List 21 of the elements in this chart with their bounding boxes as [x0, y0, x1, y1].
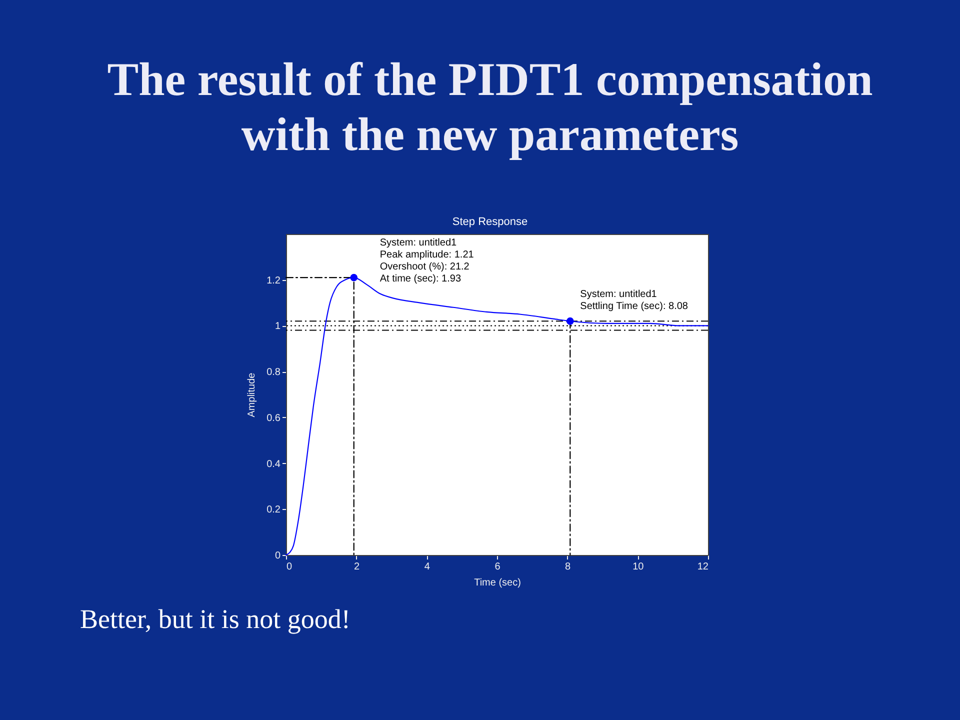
- y-tick-label: 0.4: [266, 458, 281, 470]
- y-tick-label: 0: [274, 550, 281, 562]
- x-axis-title: Time (sec): [474, 578, 521, 588]
- x-tick-label: 10: [632, 562, 644, 572]
- chart-subtitle: Step Response: [452, 216, 528, 228]
- y-tick-label: 0.2: [266, 504, 281, 516]
- x-tick-label: 2: [354, 562, 360, 572]
- text: Better, but it is not good!: [80, 604, 350, 634]
- x-tick-label: 6: [494, 562, 501, 572]
- x-tick-label: 0: [286, 562, 292, 572]
- y-tick-label: 0.6: [266, 412, 281, 424]
- y-tick-label: 0.8: [266, 367, 281, 378]
- y-tick-label: 1.2: [266, 275, 281, 286]
- annotation: System: untitled1 Settling Time (sec): 8.08: [580, 289, 688, 312]
- y-axis-title: Amplitude: [246, 372, 258, 418]
- x-tick-label: 8: [565, 562, 572, 572]
- x-tick-label: 4: [424, 562, 430, 572]
- chart-title: The result of the PIDT1 compensation with the new parameters: [107, 54, 873, 161]
- x-tick-label: 12: [697, 562, 709, 572]
- annotation: System: untitled1 Peak amplitude: 1.21 Overshoot (%): 21.2 At time (sec): 1.93: [380, 238, 474, 285]
- y-tick-label: 1: [274, 321, 281, 332]
